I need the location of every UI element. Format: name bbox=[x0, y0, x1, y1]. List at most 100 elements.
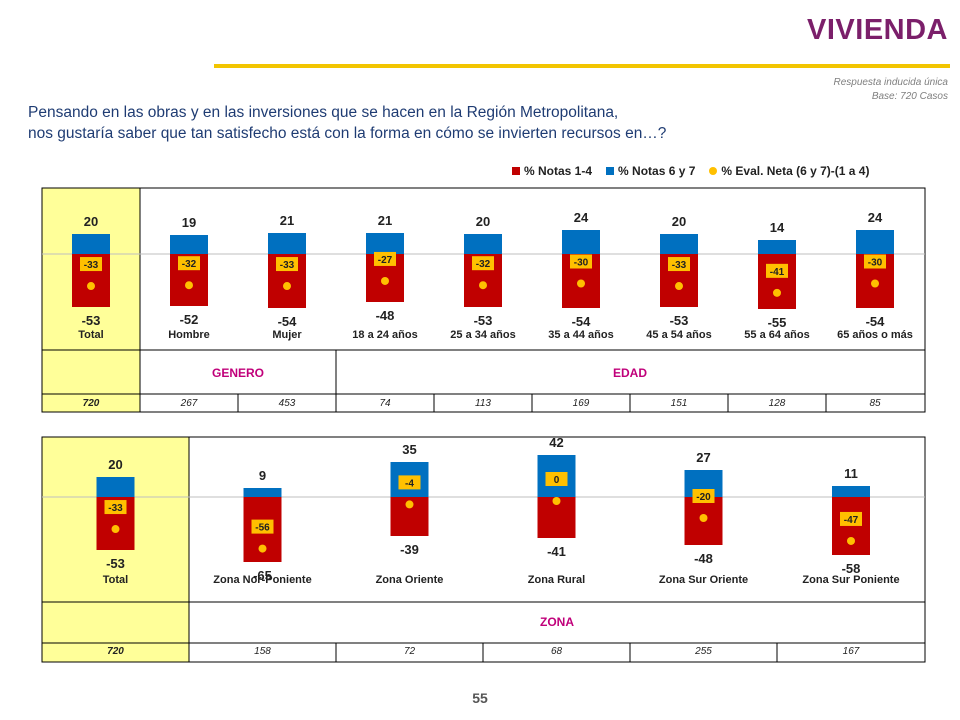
bar-positive bbox=[366, 233, 404, 254]
value-label-positive: 9 bbox=[259, 468, 266, 483]
value-label-net: -33 bbox=[672, 260, 687, 271]
base-value: 113 bbox=[475, 398, 491, 409]
value-label-positive: 21 bbox=[280, 213, 294, 228]
bar-positive bbox=[96, 477, 135, 497]
value-label-negative: -48 bbox=[376, 308, 395, 323]
value-label-net: 0 bbox=[554, 475, 560, 486]
net-label-box bbox=[80, 257, 102, 272]
net-label-box bbox=[276, 257, 298, 272]
value-label-negative: -53 bbox=[82, 313, 101, 328]
net-label-box bbox=[472, 256, 494, 271]
category-label: Zona Sur Oriente bbox=[659, 574, 748, 586]
value-label-positive: 27 bbox=[696, 450, 710, 465]
legend-swatch-positive bbox=[606, 167, 615, 175]
value-label-positive: 20 bbox=[476, 214, 490, 229]
category-label: Total bbox=[103, 574, 128, 586]
net-marker bbox=[258, 544, 267, 553]
value-label-positive: 24 bbox=[574, 210, 589, 225]
base-value: 72 bbox=[404, 646, 416, 657]
net-label-box bbox=[570, 254, 592, 269]
value-label-net: -4 bbox=[405, 478, 414, 489]
category-label: Zona Nor-Poniente bbox=[213, 574, 311, 586]
base-value: 68 bbox=[551, 646, 563, 657]
legend-label-positive: % Notas 6 y 7 bbox=[618, 164, 696, 178]
base-value: 85 bbox=[869, 398, 881, 409]
bar-positive bbox=[856, 230, 894, 254]
net-marker bbox=[675, 282, 683, 291]
question-line-1: Pensando en las obras y en las inversion… bbox=[28, 104, 619, 121]
question-text: Pensando en las obras y en las inversion… bbox=[28, 102, 788, 144]
value-label-net: -30 bbox=[574, 258, 589, 269]
value-label-net: -32 bbox=[182, 259, 197, 270]
bar-negative bbox=[832, 497, 870, 555]
base-value: 169 bbox=[573, 398, 590, 409]
net-marker bbox=[552, 497, 561, 505]
base-value: 267 bbox=[180, 398, 198, 409]
net-label-box bbox=[104, 500, 127, 515]
bar-positive bbox=[72, 234, 110, 254]
net-marker bbox=[405, 500, 414, 509]
net-label-box bbox=[251, 519, 274, 534]
category-label: Zona Sur Poniente bbox=[802, 574, 899, 586]
net-label-box bbox=[840, 511, 862, 526]
value-label-negative: -39 bbox=[400, 542, 419, 557]
category-label: Total bbox=[78, 329, 103, 341]
net-label-box bbox=[692, 489, 715, 503]
bar-positive bbox=[562, 230, 600, 254]
net-label-box bbox=[545, 472, 568, 486]
base-value: 720 bbox=[83, 398, 100, 409]
value-label-positive: 19 bbox=[182, 215, 196, 230]
base-value: 158 bbox=[254, 646, 271, 657]
net-marker bbox=[111, 525, 120, 534]
bar-positive bbox=[832, 486, 870, 497]
net-label-box bbox=[668, 257, 690, 272]
value-label-net: -33 bbox=[280, 260, 295, 271]
bar-positive bbox=[170, 235, 208, 254]
legend-item-net: % Eval. Neta (6 y 7)-(1 a 4) bbox=[709, 164, 869, 178]
value-label-negative: -53 bbox=[670, 313, 689, 328]
legend-swatch-net bbox=[709, 167, 718, 175]
net-marker bbox=[699, 514, 708, 522]
net-marker bbox=[381, 276, 389, 285]
value-label-net: -30 bbox=[868, 258, 883, 269]
legend-label-negative: % Notas 1-4 bbox=[524, 164, 593, 178]
value-label-negative: -53 bbox=[474, 313, 493, 328]
value-label-net: -32 bbox=[476, 259, 491, 270]
category-label: 55 a 64 años bbox=[744, 329, 809, 341]
net-marker bbox=[479, 281, 487, 290]
value-label-net: -47 bbox=[844, 515, 859, 526]
value-label-positive: 42 bbox=[549, 435, 563, 450]
base-value: 255 bbox=[694, 646, 712, 657]
value-label-net: -33 bbox=[108, 503, 123, 514]
chart-frame bbox=[41, 187, 926, 413]
value-label-negative: -58 bbox=[842, 561, 861, 576]
value-label-positive: 21 bbox=[378, 213, 392, 228]
base-value: 720 bbox=[107, 646, 124, 657]
net-marker bbox=[185, 281, 193, 290]
base-value: 167 bbox=[843, 646, 860, 657]
net-label-box bbox=[864, 254, 886, 269]
value-label-positive: 20 bbox=[108, 457, 122, 472]
base-value: 151 bbox=[671, 398, 688, 409]
group-label: GENERO bbox=[212, 366, 264, 380]
title-underline bbox=[214, 64, 950, 68]
value-label-negative: -54 bbox=[866, 314, 886, 329]
value-label-positive: 24 bbox=[868, 210, 883, 225]
value-label-negative: -54 bbox=[278, 314, 298, 329]
legend-label-net: % Eval. Neta (6 y 7)-(1 a 4) bbox=[721, 164, 870, 178]
net-marker bbox=[577, 279, 585, 288]
group-label: EDAD bbox=[613, 366, 647, 380]
value-label-net: -27 bbox=[378, 255, 393, 266]
bar-negative bbox=[758, 254, 796, 309]
bar-positive bbox=[660, 234, 698, 254]
bar-positive bbox=[464, 234, 502, 254]
category-label: 45 a 54 años bbox=[646, 329, 711, 341]
base-value: 74 bbox=[379, 398, 391, 409]
value-label-negative: -54 bbox=[572, 314, 592, 329]
value-label-positive: 35 bbox=[402, 442, 416, 457]
net-marker bbox=[773, 288, 781, 297]
category-label: Zona Rural bbox=[528, 574, 585, 586]
legend-swatch-negative bbox=[512, 167, 520, 175]
question-line-2: nos gustaría saber que tan satisfecho es… bbox=[28, 125, 667, 142]
